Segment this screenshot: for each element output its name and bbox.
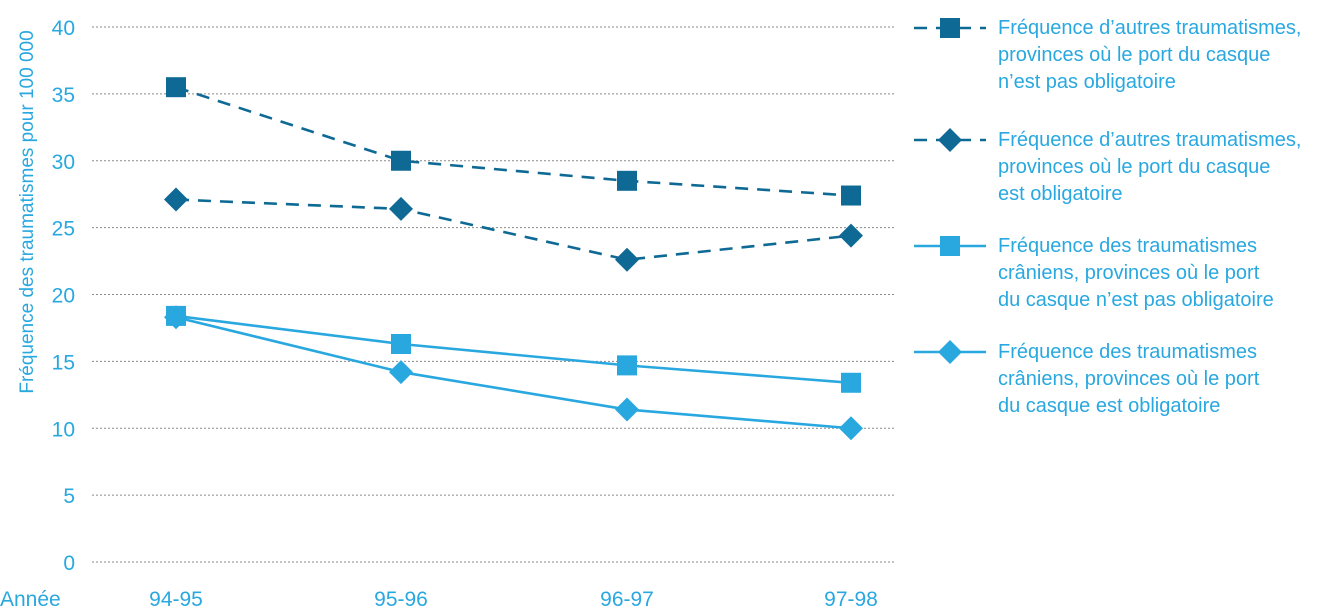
y-tick-label: 20 bbox=[52, 285, 75, 308]
series-3 bbox=[166, 305, 861, 393]
legend-marker bbox=[938, 340, 962, 364]
data-point bbox=[391, 333, 411, 354]
series-1 bbox=[166, 77, 861, 206]
legend-label-line: crâniens, provinces où le port bbox=[998, 262, 1260, 284]
data-point bbox=[615, 397, 639, 422]
series-line bbox=[175, 315, 852, 430]
y-tick-label: 30 bbox=[52, 151, 75, 174]
legend: Fréquence d’autres traumatismes, province… bbox=[914, 17, 1301, 417]
legend-label-line: crâniens, provinces où le port bbox=[998, 368, 1260, 390]
data-point bbox=[164, 305, 188, 330]
series-4 bbox=[164, 305, 863, 441]
data-point bbox=[615, 247, 639, 272]
y-tick-label: 15 bbox=[52, 351, 75, 374]
y-axis-title: Fréquence des traumatismes pour 100 000 bbox=[17, 30, 38, 393]
legend-label-line: Fréquence d’autres traumatismes, bbox=[998, 17, 1301, 39]
x-tick-label: 94-95 bbox=[149, 588, 203, 611]
series-line bbox=[175, 85, 852, 197]
legend-label-line: du casque est obligatoire bbox=[998, 395, 1220, 417]
y-tick-label: 10 bbox=[52, 418, 75, 441]
x-tick-labels: 94-95 95-96 96-97 97-98 bbox=[149, 588, 878, 611]
x-tick-label: 96-97 bbox=[600, 588, 654, 611]
data-point bbox=[841, 185, 861, 206]
data-point bbox=[617, 170, 637, 191]
data-point bbox=[839, 223, 863, 248]
data-point bbox=[839, 416, 863, 441]
legend-label-line: du casque n’est pas obligatoire bbox=[998, 289, 1274, 311]
series-line bbox=[175, 314, 852, 385]
legend-item-2: Fréquence d’autres traumatismes, province… bbox=[914, 128, 1301, 205]
legend-item-3: Fréquence des traumatismes crâniens, prov… bbox=[914, 235, 1274, 311]
y-tick-label: 0 bbox=[63, 552, 75, 575]
data-point bbox=[617, 355, 637, 376]
y-tick-label: 40 bbox=[52, 17, 75, 40]
legend-item-1: Fréquence d’autres traumatismes, province… bbox=[914, 17, 1301, 93]
series-line bbox=[175, 198, 852, 262]
data-point bbox=[391, 150, 411, 171]
series-layer bbox=[164, 77, 863, 441]
legend-marker bbox=[940, 18, 960, 38]
legend-label-line: Fréquence d’autres traumatismes, bbox=[998, 129, 1301, 151]
legend-label-line: Fréquence des traumatismes bbox=[998, 341, 1257, 363]
x-tick-label: 97-98 bbox=[824, 588, 878, 611]
legend-label-line: n’est pas obligatoire bbox=[998, 71, 1176, 93]
x-tick-label: 95-96 bbox=[374, 588, 428, 611]
y-tick-label: 35 bbox=[52, 84, 75, 107]
legend-label-line: provinces où le port du casque bbox=[998, 44, 1270, 66]
data-point bbox=[841, 372, 861, 393]
legend-label-line: est obligatoire bbox=[998, 183, 1123, 205]
legend-label-line: Fréquence des traumatismes bbox=[998, 235, 1257, 257]
data-point bbox=[164, 187, 188, 212]
x-axis-title: Année bbox=[0, 588, 61, 611]
y-tick-label: 5 bbox=[63, 485, 75, 508]
legend-label-line: provinces où le port du casque bbox=[998, 156, 1270, 178]
data-point bbox=[389, 196, 413, 221]
legend-marker bbox=[938, 128, 962, 152]
y-tick-labels: 0 5 10 15 20 25 30 35 40 bbox=[52, 17, 75, 575]
series-2 bbox=[164, 187, 863, 272]
data-point bbox=[389, 360, 413, 385]
y-tick-label: 25 bbox=[52, 218, 75, 241]
legend-marker bbox=[940, 236, 960, 256]
legend-item-4: Fréquence des traumatismes crâniens, prov… bbox=[914, 340, 1260, 417]
grid-layer bbox=[92, 26, 895, 563]
data-point bbox=[166, 77, 186, 98]
